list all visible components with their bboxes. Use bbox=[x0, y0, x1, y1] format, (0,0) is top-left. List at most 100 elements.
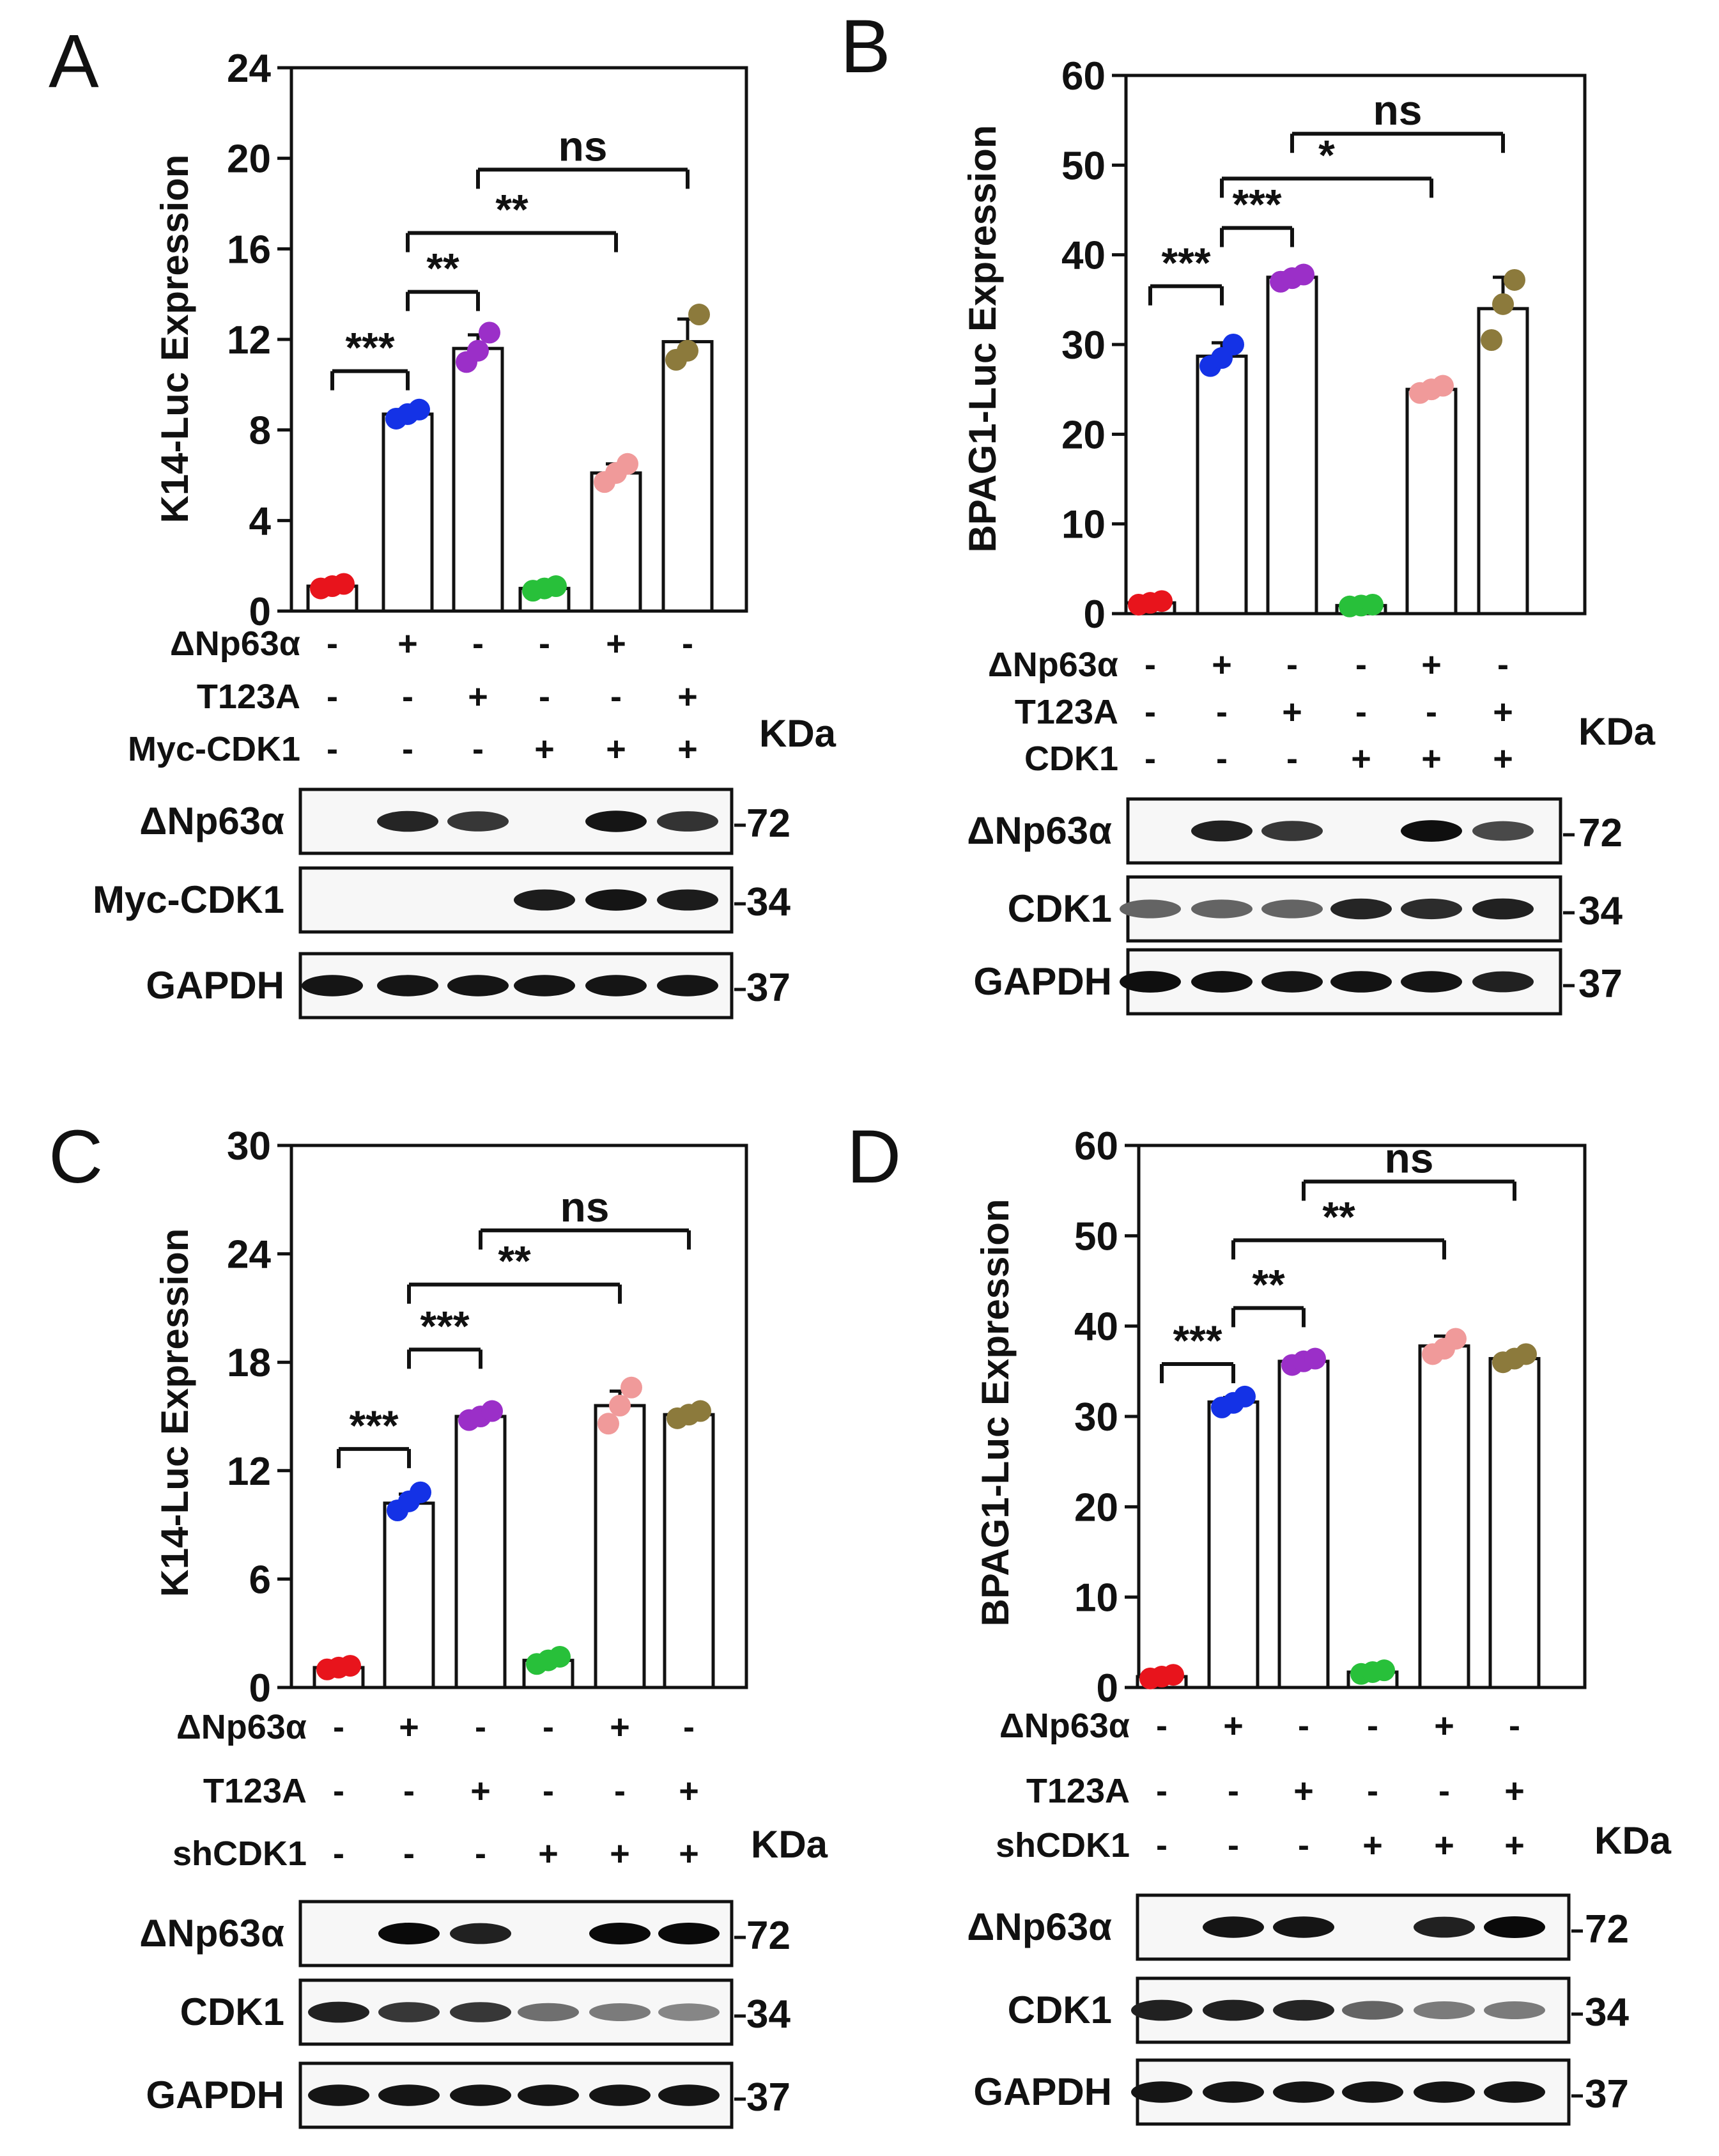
condition-sign: - bbox=[403, 1834, 415, 1873]
blot-band bbox=[585, 810, 647, 832]
y-tick-label: 20 bbox=[1061, 413, 1106, 457]
blot-label: ΔNp63α bbox=[139, 800, 284, 842]
blot-band bbox=[447, 811, 509, 832]
bar bbox=[1418, 1344, 1470, 1689]
blot-label: ΔNp63α bbox=[139, 1912, 284, 1955]
y-tick-label: 40 bbox=[1074, 1305, 1118, 1349]
condition-sign: - bbox=[610, 678, 622, 716]
bar bbox=[383, 1501, 435, 1689]
mw-label: 34 bbox=[746, 880, 790, 924]
condition-sign: - bbox=[1367, 1707, 1378, 1745]
y-tick-label: 60 bbox=[1061, 54, 1106, 98]
blot-band bbox=[1203, 2081, 1264, 2103]
y-tick-label: 0 bbox=[249, 1666, 271, 1710]
data-point bbox=[408, 398, 430, 421]
blot-band bbox=[1273, 1999, 1334, 2021]
mw-label: 72 bbox=[746, 802, 790, 846]
y-axis-label: BPAG1-Luc Expression bbox=[974, 1198, 1017, 1626]
panel-letter: C bbox=[49, 1115, 103, 1199]
condition-sign: + bbox=[679, 1834, 699, 1873]
blot-band bbox=[308, 2084, 369, 2106]
condition-sign: - bbox=[333, 1772, 344, 1810]
sig-label: ** bbox=[426, 245, 459, 292]
data-point bbox=[621, 1376, 642, 1399]
blot-label: GAPDH bbox=[146, 2074, 284, 2116]
condition-label: T123A bbox=[1026, 1772, 1130, 1810]
bar bbox=[382, 412, 434, 613]
blot-label: Myc-CDK1 bbox=[93, 878, 284, 921]
sig-label: *** bbox=[349, 1402, 398, 1449]
y-tick-label: 12 bbox=[227, 1450, 271, 1494]
condition-sign: - bbox=[614, 1772, 626, 1810]
mw-label: 37 bbox=[746, 2075, 790, 2120]
condition-label: ΔNp63α bbox=[999, 1707, 1130, 1745]
condition-sign: + bbox=[468, 678, 488, 716]
bar bbox=[1277, 1360, 1330, 1689]
y-tick-label: 40 bbox=[1061, 234, 1106, 278]
data-point bbox=[1362, 593, 1384, 616]
data-point bbox=[1492, 293, 1514, 315]
blot-band bbox=[514, 889, 575, 911]
condition-sign: - bbox=[1497, 646, 1509, 684]
blot-band bbox=[589, 2003, 651, 2021]
bar bbox=[1477, 307, 1529, 616]
y-axis-label: K14-Luc Expression bbox=[153, 155, 196, 523]
kda-label: KDa bbox=[759, 712, 836, 755]
condition-label: CDK1 bbox=[1024, 740, 1118, 778]
mw-label: 34 bbox=[1585, 1990, 1629, 2035]
condition-sign: - bbox=[1426, 693, 1437, 731]
condition-label: shCDK1 bbox=[173, 1834, 307, 1873]
condition-sign: - bbox=[543, 1708, 554, 1746]
blot-band bbox=[658, 1923, 720, 1944]
data-point bbox=[597, 1413, 619, 1435]
y-tick-label: 10 bbox=[1061, 503, 1106, 547]
blot-band bbox=[1414, 2081, 1475, 2103]
sig-label: ** bbox=[498, 1237, 531, 1285]
condition-sign: + bbox=[399, 1708, 419, 1746]
panel-letter: D bbox=[847, 1115, 901, 1199]
condition-sign: + bbox=[677, 730, 698, 768]
sig-label: ns bbox=[1373, 86, 1422, 134]
mw-label: 72 bbox=[1585, 1907, 1629, 1951]
blot-band bbox=[518, 2084, 579, 2106]
blot-band bbox=[1273, 2081, 1334, 2103]
blot-label: CDK1 bbox=[1008, 887, 1112, 930]
sig-label: *** bbox=[1161, 239, 1210, 286]
data-point bbox=[1504, 268, 1525, 291]
condition-sign: - bbox=[1509, 1707, 1520, 1745]
condition-sign: - bbox=[333, 1708, 344, 1746]
blot-band bbox=[1401, 898, 1462, 920]
condition-sign: + bbox=[606, 624, 626, 663]
blot-label: CDK1 bbox=[180, 1990, 284, 2033]
data-point bbox=[1373, 1659, 1395, 1682]
condition-sign: - bbox=[1286, 646, 1298, 684]
y-tick-label: 0 bbox=[1084, 593, 1106, 637]
mw-label: 72 bbox=[1578, 811, 1623, 855]
data-point bbox=[1293, 263, 1314, 286]
condition-label: ΔNp63α bbox=[170, 624, 300, 663]
blot-band bbox=[1484, 2081, 1545, 2103]
blot-label: ΔNp63α bbox=[967, 809, 1112, 852]
condition-sign: - bbox=[543, 1772, 554, 1810]
condition-sign: - bbox=[1228, 1772, 1239, 1810]
y-tick-label: 10 bbox=[1074, 1576, 1118, 1620]
data-point bbox=[1234, 1385, 1256, 1408]
condition-sign: - bbox=[1367, 1772, 1378, 1810]
blot-band bbox=[1120, 899, 1181, 919]
y-tick-label: 0 bbox=[1097, 1666, 1118, 1710]
blot-band bbox=[377, 810, 438, 832]
y-tick-label: 30 bbox=[227, 1124, 271, 1168]
blot-band bbox=[589, 2084, 651, 2106]
sig-label: *** bbox=[345, 324, 394, 371]
blot-band bbox=[658, 2003, 720, 2021]
data-point bbox=[1445, 1328, 1467, 1350]
blot-band bbox=[447, 975, 509, 997]
data-point bbox=[1432, 375, 1454, 397]
blot-band bbox=[450, 2002, 511, 2022]
condition-sign: + bbox=[534, 730, 555, 768]
y-tick-label: 16 bbox=[227, 228, 271, 272]
blot-band bbox=[585, 975, 647, 997]
y-tick-label: 50 bbox=[1061, 144, 1106, 188]
blot-band bbox=[1401, 820, 1462, 842]
